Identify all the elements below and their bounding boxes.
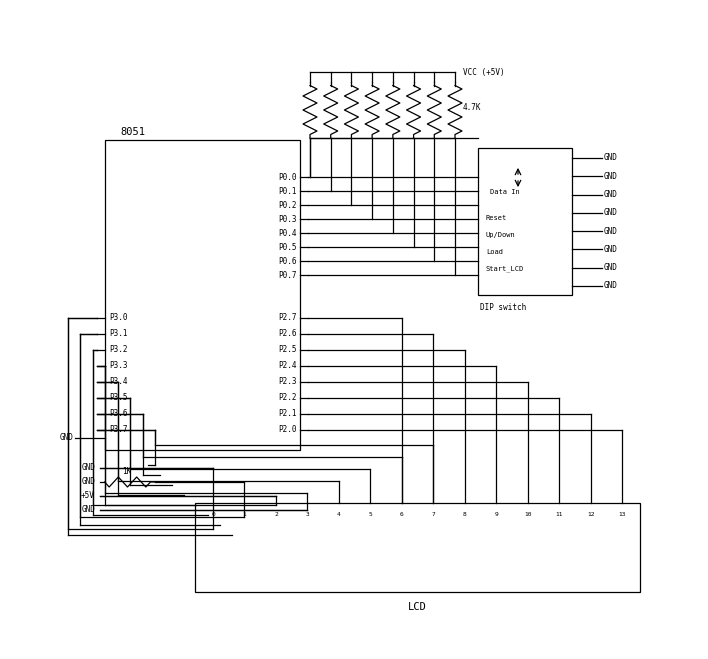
Text: P3.3: P3.3: [109, 362, 127, 370]
Text: P3.4: P3.4: [109, 378, 127, 386]
Text: Up/Down: Up/Down: [486, 232, 515, 238]
Text: P2.5: P2.5: [278, 345, 297, 355]
Text: P2.6: P2.6: [278, 330, 297, 339]
Text: GND: GND: [59, 434, 73, 442]
Text: P2.7: P2.7: [278, 314, 297, 322]
Text: P0.4: P0.4: [278, 229, 297, 237]
Text: P3.5: P3.5: [109, 393, 127, 403]
Text: DIP switch: DIP switch: [480, 302, 526, 312]
Text: Load: Load: [486, 249, 503, 255]
Text: P0.7: P0.7: [278, 270, 297, 279]
Text: 2: 2: [274, 513, 278, 517]
Text: 6: 6: [400, 513, 404, 517]
Text: GND: GND: [604, 172, 618, 181]
Text: 8: 8: [463, 513, 467, 517]
Text: P0.2: P0.2: [278, 200, 297, 210]
Text: LCD: LCD: [408, 602, 427, 612]
Text: 0: 0: [211, 513, 215, 517]
Text: Reset: Reset: [486, 215, 507, 221]
Text: P2.3: P2.3: [278, 378, 297, 386]
Bar: [105, 140, 300, 450]
Text: P3.1: P3.1: [109, 330, 127, 339]
Text: 3: 3: [306, 513, 309, 517]
Text: P3.0: P3.0: [109, 314, 127, 322]
Text: P0.1: P0.1: [278, 186, 297, 196]
Text: P0.0: P0.0: [278, 173, 297, 181]
Text: 12: 12: [587, 513, 594, 517]
Text: GND: GND: [81, 478, 95, 486]
Text: 5: 5: [368, 513, 372, 517]
Text: P2.1: P2.1: [278, 409, 297, 418]
Text: 7: 7: [431, 513, 435, 517]
Text: 1K: 1K: [122, 467, 132, 476]
Text: GND: GND: [604, 281, 618, 291]
Text: P0.3: P0.3: [278, 214, 297, 223]
Text: +5V: +5V: [81, 492, 95, 500]
Text: P2.4: P2.4: [278, 362, 297, 370]
Text: P3.7: P3.7: [109, 426, 127, 434]
Text: GND: GND: [81, 505, 95, 515]
Text: P2.2: P2.2: [278, 393, 297, 403]
Text: 1: 1: [243, 513, 246, 517]
Text: Data In: Data In: [490, 189, 520, 195]
Text: GND: GND: [81, 463, 95, 473]
Text: 10: 10: [524, 513, 532, 517]
Text: GND: GND: [604, 208, 618, 217]
Text: VCC (+5V): VCC (+5V): [463, 67, 505, 76]
Text: GND: GND: [604, 245, 618, 254]
Text: GND: GND: [604, 227, 618, 236]
Text: P3.2: P3.2: [109, 345, 127, 355]
Text: Start_LCD: Start_LCD: [486, 266, 524, 272]
Text: 8051: 8051: [120, 127, 145, 137]
Text: 13: 13: [618, 513, 626, 517]
Text: 4: 4: [337, 513, 341, 517]
Text: 11: 11: [555, 513, 563, 517]
Text: 9: 9: [494, 513, 498, 517]
Text: GND: GND: [604, 190, 618, 199]
Text: P2.0: P2.0: [278, 426, 297, 434]
Text: GND: GND: [604, 263, 618, 272]
Text: P3.6: P3.6: [109, 409, 127, 418]
Text: P0.5: P0.5: [278, 243, 297, 252]
Text: GND: GND: [604, 154, 618, 163]
Bar: [478, 148, 572, 295]
Text: P0.6: P0.6: [278, 256, 297, 266]
Bar: [195, 503, 640, 592]
Text: 4.7K: 4.7K: [463, 103, 481, 113]
